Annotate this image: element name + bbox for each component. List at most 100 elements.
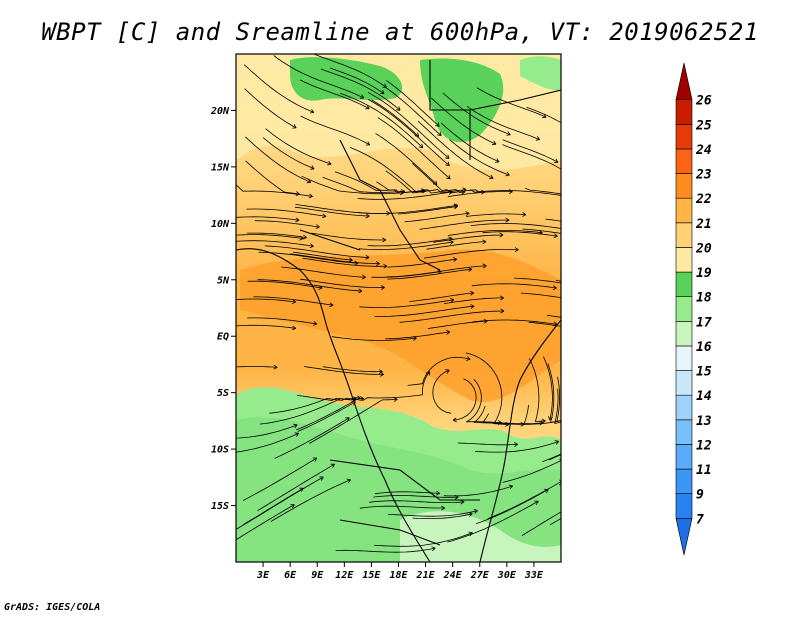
streamline bbox=[546, 314, 561, 318]
streamline bbox=[236, 324, 296, 329]
streamline-arrow bbox=[348, 257, 353, 263]
streamline bbox=[246, 208, 327, 217]
streamline-arrow bbox=[542, 113, 547, 119]
streamline bbox=[409, 292, 474, 302]
streamline bbox=[301, 175, 404, 195]
streamline-arrow bbox=[290, 504, 295, 509]
streamline-arrow bbox=[499, 232, 504, 238]
streamline-arrow bbox=[622, 286, 626, 290]
streamline-arrow bbox=[292, 124, 297, 129]
colorbar-label: 9 bbox=[696, 488, 704, 503]
lat-tick-label: 5N bbox=[217, 275, 230, 286]
streamline bbox=[387, 268, 472, 280]
streamline bbox=[407, 356, 471, 386]
colorbar-label: 24 bbox=[695, 143, 712, 158]
streamline bbox=[556, 376, 561, 422]
colorbar-label: 14 bbox=[696, 389, 712, 404]
lon-tick-label: 30E bbox=[497, 570, 517, 581]
streamline-arrow bbox=[435, 122, 440, 127]
wbpt-field-north-green-3 bbox=[520, 56, 561, 91]
streamline bbox=[243, 487, 304, 525]
streamline-arrow bbox=[482, 239, 487, 245]
lat-tick-label: 10N bbox=[211, 219, 230, 230]
streamline-arrow bbox=[396, 106, 401, 111]
streamline-arrow bbox=[587, 299, 591, 303]
streamline-arrow bbox=[358, 288, 363, 294]
wbpt-field-north-green-1 bbox=[290, 57, 403, 101]
streamline-arrow bbox=[293, 423, 298, 429]
streamline-arrow bbox=[633, 418, 637, 422]
streamline bbox=[375, 133, 438, 185]
lon-tick-label: 12E bbox=[335, 570, 354, 581]
streamline-arrow bbox=[382, 83, 387, 88]
colorbar-swatch bbox=[675, 444, 693, 470]
streamline-arrow bbox=[554, 440, 560, 445]
streamline-arrow bbox=[295, 217, 300, 223]
streamline bbox=[262, 137, 315, 170]
streamline bbox=[523, 404, 561, 425]
colorbar-label: 22 bbox=[695, 192, 712, 207]
streamline bbox=[299, 79, 370, 110]
streamline bbox=[236, 298, 296, 303]
streamline bbox=[371, 99, 419, 137]
streamline-arrow bbox=[489, 174, 494, 180]
streamline-arrow bbox=[553, 233, 558, 239]
streamline bbox=[245, 136, 311, 183]
streamline-arrow bbox=[469, 290, 475, 296]
streamline bbox=[335, 547, 436, 553]
streamline bbox=[273, 55, 364, 99]
streamline-arrow bbox=[361, 274, 366, 280]
streamline-arrow bbox=[382, 237, 387, 243]
streamline bbox=[476, 87, 547, 118]
streamline bbox=[549, 517, 561, 526]
streamline bbox=[236, 424, 298, 439]
map-title: WBPT [C] and Sreamline at 600hPa, VT: 20… bbox=[41, 18, 759, 46]
streamline-arrow bbox=[514, 442, 518, 447]
streamline-arrow bbox=[327, 160, 332, 166]
streamline bbox=[309, 399, 398, 444]
streamline bbox=[359, 299, 454, 308]
streamline bbox=[290, 253, 380, 264]
streamline bbox=[473, 405, 525, 425]
streamline bbox=[373, 495, 459, 498]
streamline-arrow bbox=[548, 416, 553, 421]
streamline-arrow bbox=[553, 321, 558, 327]
colorbar-swatch bbox=[675, 419, 693, 445]
lon-axis: 3E 6E 9E 12E 15E 18E 21E 24E 27E 30E 33E bbox=[256, 562, 544, 581]
streamline-arrow bbox=[412, 336, 417, 341]
streamline bbox=[471, 283, 557, 289]
colorbar-label: 17 bbox=[696, 315, 712, 330]
streamline-arrow bbox=[380, 285, 385, 290]
streamline bbox=[264, 245, 370, 258]
streamline bbox=[358, 371, 431, 401]
streamline-arrow bbox=[310, 165, 315, 170]
streamline bbox=[369, 500, 465, 503]
streamline bbox=[521, 511, 561, 536]
streamline-arrow bbox=[449, 240, 454, 245]
lon-tick-label: 21E bbox=[416, 570, 436, 581]
streamline bbox=[320, 68, 401, 111]
streamline-arrow bbox=[534, 500, 539, 505]
border-central bbox=[299, 139, 441, 271]
streamline bbox=[281, 266, 366, 278]
streamline bbox=[374, 491, 440, 495]
lat-tick-label: 15S bbox=[211, 501, 229, 512]
lat-axis: 20N 15N 10N 5N EQ 5S 10S 15S bbox=[210, 106, 236, 512]
streamline bbox=[331, 336, 417, 341]
streamline bbox=[247, 280, 323, 289]
colorbar-swatch bbox=[675, 321, 693, 347]
streamline bbox=[386, 80, 440, 127]
wbpt-field-south-pale bbox=[400, 511, 561, 562]
streamline-arrow bbox=[499, 295, 504, 301]
streamline-arrow bbox=[436, 490, 440, 496]
lon-tick-label: 6E bbox=[284, 570, 297, 581]
streamline-arrow bbox=[508, 484, 514, 490]
colorbar: 7 9 11 12 13 14 15 16 17 18 19 20 21 22 23 24 25 26 bbox=[675, 62, 712, 556]
streamline-arrow bbox=[591, 144, 595, 148]
streamline-arrow bbox=[482, 263, 487, 269]
coastline-east bbox=[479, 319, 561, 562]
streamline-arrow bbox=[319, 476, 324, 481]
streamline bbox=[296, 397, 364, 431]
streamline bbox=[447, 500, 539, 543]
streamline bbox=[388, 510, 478, 517]
